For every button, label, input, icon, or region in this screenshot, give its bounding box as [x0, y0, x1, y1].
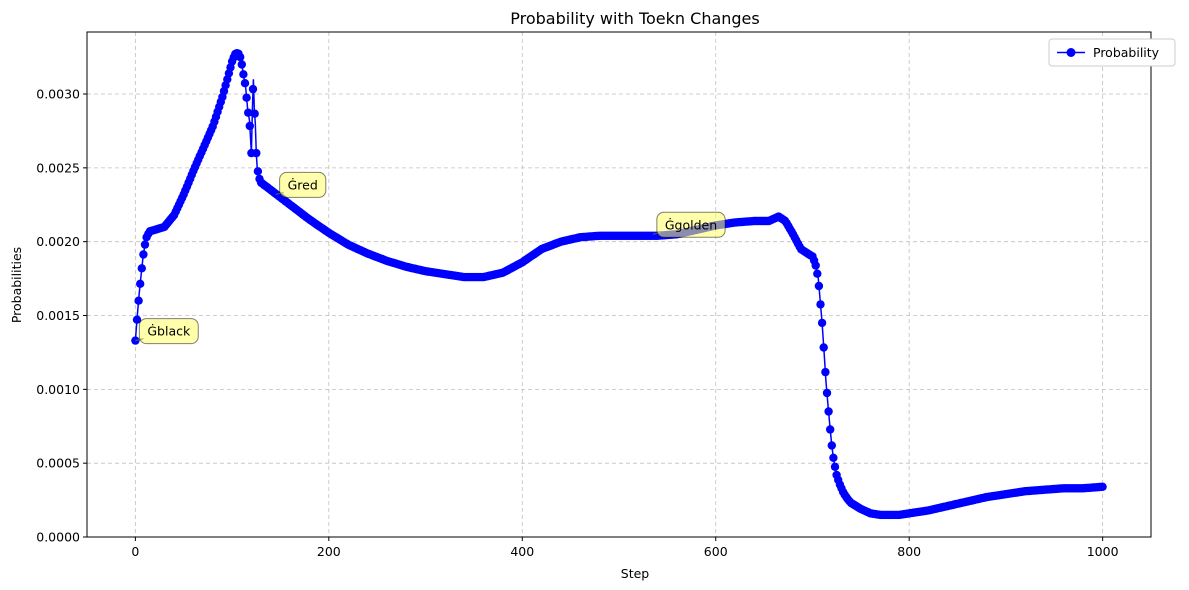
data-point: [829, 453, 838, 462]
data-point: [252, 148, 261, 158]
data-point: [140, 240, 150, 249]
data-point: [826, 425, 835, 434]
annotation-label: Ġblack: [147, 323, 191, 339]
legend: Probability: [1048, 38, 1176, 67]
annotation-box: [279, 171, 327, 198]
chart-title: Probability with Toekn Changes: [510, 9, 759, 28]
data-point: [830, 462, 840, 471]
legend-box: [1048, 38, 1176, 67]
data-point: [824, 407, 833, 416]
y-tick-label: 0.0025: [36, 160, 80, 175]
data-point: [134, 296, 143, 305]
data-point: [816, 300, 825, 309]
x-tick-label: 800: [897, 544, 921, 559]
y-tick-label: 0.0030: [36, 87, 80, 102]
x-tick-label: 600: [704, 544, 728, 559]
data-point: [132, 315, 142, 324]
data-point: [817, 318, 827, 328]
annotation-label: Ġgolden: [665, 216, 717, 232]
x-tick-label: 400: [510, 544, 534, 559]
data-point: [236, 52, 245, 62]
data-point: [822, 388, 832, 398]
data-point: [136, 279, 145, 288]
x-tick-label: 0: [131, 544, 139, 559]
data-point: [245, 121, 254, 131]
annotation-box: [138, 318, 199, 345]
data-point: [819, 343, 828, 352]
data-point: [139, 250, 148, 259]
x-axis-ticks: 0 200 400 600 800 1000: [131, 537, 1119, 559]
y-axis-label: Probabilities: [9, 247, 24, 323]
y-tick-label: 0.0015: [36, 308, 80, 323]
data-point: [253, 167, 263, 176]
y-tick-label: 0.0005: [36, 456, 80, 471]
y-tick-label: 0.0010: [36, 382, 80, 397]
data-point: [821, 367, 830, 377]
data-point: [239, 70, 248, 79]
data-point: [811, 261, 820, 270]
annotation-box: [656, 211, 726, 238]
data-point: [244, 108, 253, 117]
x-tick-label: 200: [317, 544, 341, 559]
data-point: [827, 441, 836, 450]
x-axis-label: Step: [621, 566, 650, 581]
y-axis-ticks: 0.0000 0.0005 0.0010 0.0015 0.0020 0.0025 0.00…: [36, 87, 87, 545]
y-tick-label: 0.0020: [36, 234, 80, 249]
data-point: [242, 93, 251, 102]
data-point: [814, 281, 824, 291]
y-tick-label: 0.0000: [36, 530, 80, 545]
data-point: [813, 269, 822, 278]
data-point: [250, 109, 259, 118]
data-point: [237, 60, 246, 69]
annotations: Ġblack Ġred Ġgolden: [135, 171, 726, 345]
data-point: [248, 84, 258, 94]
data-point: [240, 79, 250, 88]
legend-marker-probability: [1066, 48, 1076, 57]
data-point: [1098, 482, 1107, 491]
plot-area: [86, 31, 1152, 538]
series-probability: [131, 49, 1107, 520]
x-tick-label: 1000: [1087, 544, 1119, 559]
data-point: [137, 264, 146, 273]
annotation-label: Ġred: [288, 176, 318, 192]
legend-label-probability: Probability: [1093, 45, 1160, 60]
